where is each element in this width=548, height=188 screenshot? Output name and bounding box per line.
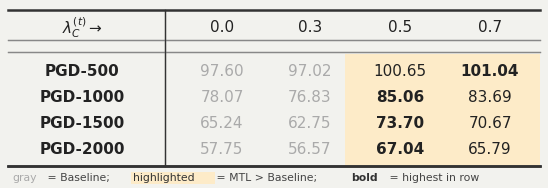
Text: 85.06: 85.06 bbox=[376, 90, 424, 105]
Text: gray: gray bbox=[12, 173, 37, 183]
Text: PGD-1500: PGD-1500 bbox=[39, 117, 124, 131]
Text: 56.57: 56.57 bbox=[288, 143, 332, 158]
Bar bbox=[131, 172, 215, 184]
Text: = Baseline;: = Baseline; bbox=[44, 173, 113, 183]
Text: 70.67: 70.67 bbox=[468, 117, 512, 131]
Text: 97.60: 97.60 bbox=[200, 64, 244, 80]
Text: 57.75: 57.75 bbox=[201, 143, 244, 158]
Text: 0.0: 0.0 bbox=[210, 20, 234, 36]
Text: 83.69: 83.69 bbox=[468, 90, 512, 105]
Bar bbox=[345, 54, 540, 168]
Text: PGD-500: PGD-500 bbox=[44, 64, 119, 80]
Text: 101.04: 101.04 bbox=[461, 64, 520, 80]
Text: PGD-2000: PGD-2000 bbox=[39, 143, 125, 158]
Text: 67.04: 67.04 bbox=[376, 143, 424, 158]
Text: $\lambda_C^{(t)} \rightarrow$: $\lambda_C^{(t)} \rightarrow$ bbox=[61, 16, 102, 40]
Text: highlighted: highlighted bbox=[133, 173, 195, 183]
Text: PGD-1000: PGD-1000 bbox=[39, 90, 124, 105]
Text: 97.02: 97.02 bbox=[288, 64, 332, 80]
Text: = MTL > Baseline;: = MTL > Baseline; bbox=[213, 173, 320, 183]
Text: 0.3: 0.3 bbox=[298, 20, 322, 36]
Text: 65.24: 65.24 bbox=[200, 117, 244, 131]
Text: bold: bold bbox=[351, 173, 378, 183]
Text: 62.75: 62.75 bbox=[288, 117, 332, 131]
Text: 76.83: 76.83 bbox=[288, 90, 332, 105]
Text: 65.79: 65.79 bbox=[468, 143, 512, 158]
Text: = highest in row: = highest in row bbox=[386, 173, 479, 183]
Text: 100.65: 100.65 bbox=[373, 64, 426, 80]
Text: 73.70: 73.70 bbox=[376, 117, 424, 131]
Text: 0.7: 0.7 bbox=[478, 20, 502, 36]
Text: 0.5: 0.5 bbox=[388, 20, 412, 36]
Text: 78.07: 78.07 bbox=[201, 90, 244, 105]
